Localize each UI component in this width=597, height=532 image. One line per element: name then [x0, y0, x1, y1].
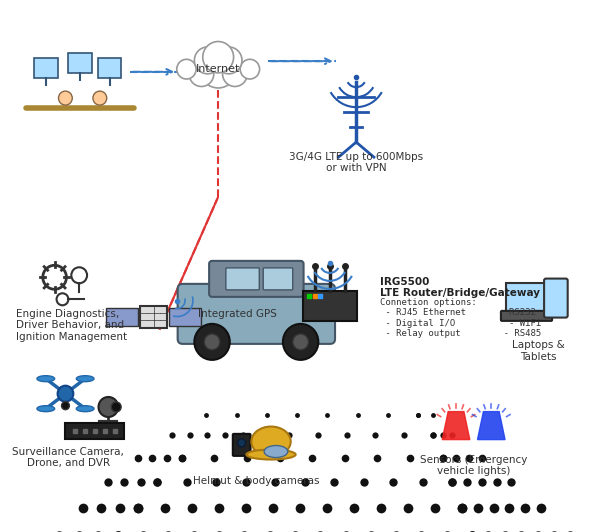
Ellipse shape: [247, 450, 296, 460]
FancyBboxPatch shape: [544, 279, 568, 318]
FancyBboxPatch shape: [263, 268, 293, 290]
Text: Helmut & body cameras: Helmut & body cameras: [193, 476, 319, 486]
Ellipse shape: [251, 427, 291, 456]
Circle shape: [240, 59, 260, 79]
Text: Sensors (Emergency
vehicle lights): Sensors (Emergency vehicle lights): [420, 455, 527, 477]
Circle shape: [283, 324, 318, 360]
Bar: [170, 307, 201, 326]
FancyBboxPatch shape: [506, 283, 547, 313]
Circle shape: [99, 397, 118, 417]
Text: Internet: Internet: [196, 64, 241, 74]
Ellipse shape: [76, 406, 94, 412]
FancyBboxPatch shape: [303, 291, 357, 321]
FancyBboxPatch shape: [140, 305, 167, 328]
FancyBboxPatch shape: [501, 311, 552, 321]
Bar: [106, 307, 138, 326]
Circle shape: [93, 91, 107, 105]
Circle shape: [223, 61, 247, 87]
Circle shape: [195, 47, 221, 74]
Ellipse shape: [37, 376, 55, 381]
FancyBboxPatch shape: [226, 268, 259, 290]
Circle shape: [203, 41, 233, 73]
Circle shape: [111, 402, 121, 412]
FancyBboxPatch shape: [209, 261, 303, 297]
Circle shape: [216, 47, 242, 74]
Circle shape: [177, 59, 196, 79]
FancyBboxPatch shape: [178, 284, 335, 344]
Circle shape: [61, 402, 69, 410]
FancyBboxPatch shape: [65, 423, 124, 439]
Circle shape: [195, 324, 230, 360]
Ellipse shape: [37, 406, 55, 412]
Ellipse shape: [264, 445, 288, 458]
Circle shape: [293, 334, 309, 350]
Text: IRG5500
LTE Router/Bridge/Gateway: IRG5500 LTE Router/Bridge/Gateway: [380, 277, 540, 298]
Polygon shape: [442, 412, 470, 439]
Text: 3G/4G LTE up to 600Mbps
or with VPN: 3G/4G LTE up to 600Mbps or with VPN: [289, 152, 423, 173]
Circle shape: [57, 386, 73, 402]
Circle shape: [189, 61, 214, 87]
FancyBboxPatch shape: [233, 434, 251, 456]
Circle shape: [238, 439, 245, 447]
FancyBboxPatch shape: [68, 53, 92, 73]
FancyBboxPatch shape: [98, 58, 121, 78]
Ellipse shape: [76, 376, 94, 381]
Circle shape: [204, 334, 220, 350]
Text: Integrated GPS: Integrated GPS: [198, 309, 276, 319]
FancyBboxPatch shape: [34, 58, 57, 78]
Circle shape: [199, 51, 236, 88]
Polygon shape: [478, 412, 505, 439]
Circle shape: [59, 91, 72, 105]
Text: Connetion options:
 - RJ45 Ethernet      - RS232
 - Digital I/O          - WiFi
: Connetion options: - RJ45 Ethernet - RS2…: [380, 298, 541, 338]
Text: Laptops &
Tablets: Laptops & Tablets: [512, 340, 565, 362]
Text: Surveillance Camera,
Drone, and DVR: Surveillance Camera, Drone, and DVR: [13, 447, 124, 469]
Text: Engine Diagnostics,
Driver Behavior, and
Ignition Management: Engine Diagnostics, Driver Behavior, and…: [16, 309, 127, 342]
